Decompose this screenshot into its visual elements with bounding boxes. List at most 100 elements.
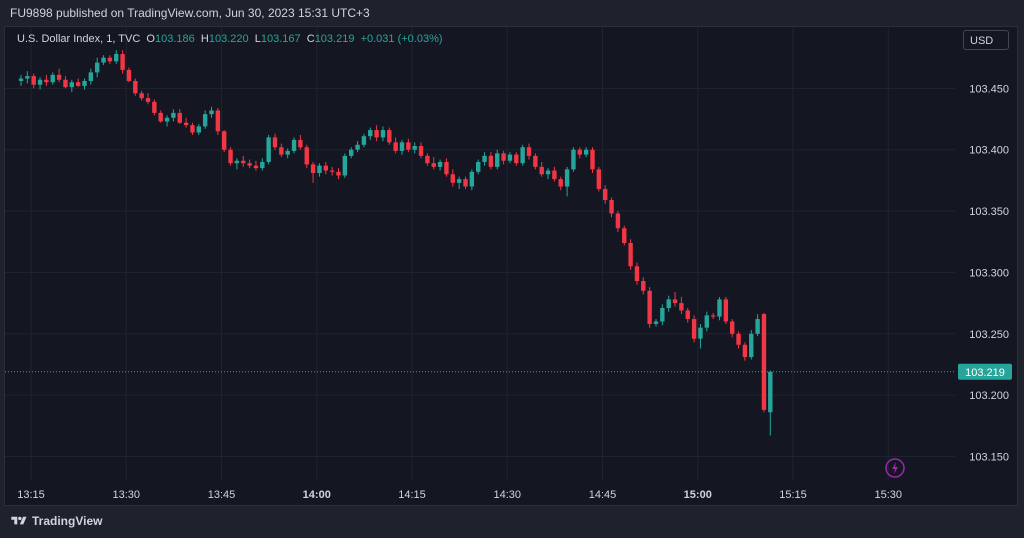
x-tick-label: 15:15 [779, 489, 807, 501]
legend-change: +0.031 (+0.03%) [360, 33, 443, 45]
currency-button[interactable]: USD [963, 30, 1009, 50]
candle-body [374, 130, 379, 138]
candle-body [577, 149, 582, 155]
candle-body [310, 164, 316, 174]
x-tick-label: 15:30 [874, 489, 902, 501]
candle-body [241, 160, 246, 164]
legend-close-value: 103.219 [314, 33, 355, 45]
y-tick-label: 103.250 [969, 329, 1009, 341]
candle-body [37, 79, 43, 85]
x-tick-label: 15:00 [684, 489, 712, 501]
candle-body [177, 112, 182, 123]
candle-body [349, 149, 354, 156]
candle-body [380, 130, 386, 138]
last-price-badge [958, 363, 1012, 380]
candle-body [679, 303, 684, 311]
last-price-label: 103.219 [965, 367, 1005, 379]
candle-body [526, 147, 532, 156]
candle-body [101, 57, 106, 63]
candle-body [266, 137, 271, 162]
candle-body [56, 74, 62, 80]
candle-body [609, 200, 614, 214]
lightning-glyph [892, 462, 898, 474]
candlestick-chart[interactable]: 103.450 103.400 103.350 103.300 103.250 103.2… [5, 27, 1017, 505]
candle-body [742, 344, 748, 358]
candle-body [456, 179, 462, 183]
candle-body [666, 299, 671, 308]
candle-body [755, 319, 760, 334]
y-tick-label: 103.450 [969, 83, 1009, 95]
chart-frame[interactable]: 103.450 103.400 103.350 103.300 103.250 103.2… [4, 26, 1018, 506]
legend-high-value: 103.220 [208, 33, 249, 45]
candle-body [31, 76, 36, 85]
candle-body [507, 154, 513, 161]
candle-body [114, 53, 119, 62]
candle-body [615, 213, 621, 229]
candle-body [107, 57, 113, 62]
candle-body [44, 79, 49, 83]
candle-body [393, 142, 398, 151]
candle-body [190, 125, 195, 133]
candle-body [463, 179, 468, 187]
legend-open-label: O [146, 33, 155, 45]
brand-name: TradingView [32, 514, 103, 528]
candle-body [228, 149, 233, 164]
candle-body [355, 144, 360, 150]
candle-body [672, 299, 678, 304]
candle-body [88, 72, 94, 81]
candle-body [95, 62, 100, 73]
candle-body [183, 122, 189, 126]
y-tick-label: 103.200 [969, 390, 1009, 402]
candle-body [488, 155, 494, 167]
legend-open-value: 103.186 [154, 33, 195, 45]
candle-body [196, 126, 201, 133]
candle-body [539, 166, 544, 175]
candle-body [145, 98, 151, 102]
candle-body [583, 149, 589, 155]
candle-body [571, 149, 576, 170]
legend-close-label: C [306, 33, 315, 45]
candle-body [717, 299, 722, 317]
x-tick-label: 14:45 [589, 489, 617, 501]
candle-body [323, 165, 328, 171]
tradingview-logo-icon [11, 516, 27, 525]
candle-body [406, 142, 411, 150]
candle-body [590, 149, 595, 170]
candle-body [634, 266, 640, 281]
candle-body [25, 76, 30, 79]
candle-body [75, 82, 81, 86]
candle-body [133, 80, 138, 94]
candle-body [361, 136, 367, 145]
y-tick-label: 103.150 [969, 451, 1009, 463]
candle-body [209, 110, 214, 115]
candle-body [63, 79, 68, 88]
candle-body [425, 155, 430, 164]
candle-body [622, 228, 627, 243]
candle-body [418, 146, 424, 156]
candle-body [272, 137, 278, 148]
legend-symbol: U.S. Dollar Index, 1, TVC [17, 33, 141, 45]
candle-body [139, 93, 144, 99]
candle-body [476, 161, 481, 172]
candle-body [698, 327, 703, 339]
candle-body [533, 155, 538, 167]
candle-body [304, 147, 309, 165]
y-tick-label: 103.350 [969, 206, 1009, 218]
tradingview-brand[interactable]: TradingView [10, 514, 102, 528]
candle-body [768, 371, 773, 413]
y-tick-label: 103.400 [969, 145, 1009, 157]
x-tick-label: 14:30 [493, 489, 521, 501]
candle-body [120, 53, 125, 70]
y-tick-label: 103.300 [969, 267, 1009, 279]
candle-body [82, 80, 87, 86]
candle-body [691, 319, 697, 339]
legend: U.S. Dollar Index, 1, TVC O103.186 H103.… [17, 33, 443, 45]
candle-body [437, 161, 443, 167]
candle-body [171, 112, 176, 118]
candle-body [50, 74, 55, 83]
x-tick-label: 14:00 [303, 489, 331, 501]
candle-body [450, 174, 455, 183]
candle-body [761, 314, 767, 410]
candle-body [298, 139, 303, 148]
candle-body [279, 147, 284, 155]
